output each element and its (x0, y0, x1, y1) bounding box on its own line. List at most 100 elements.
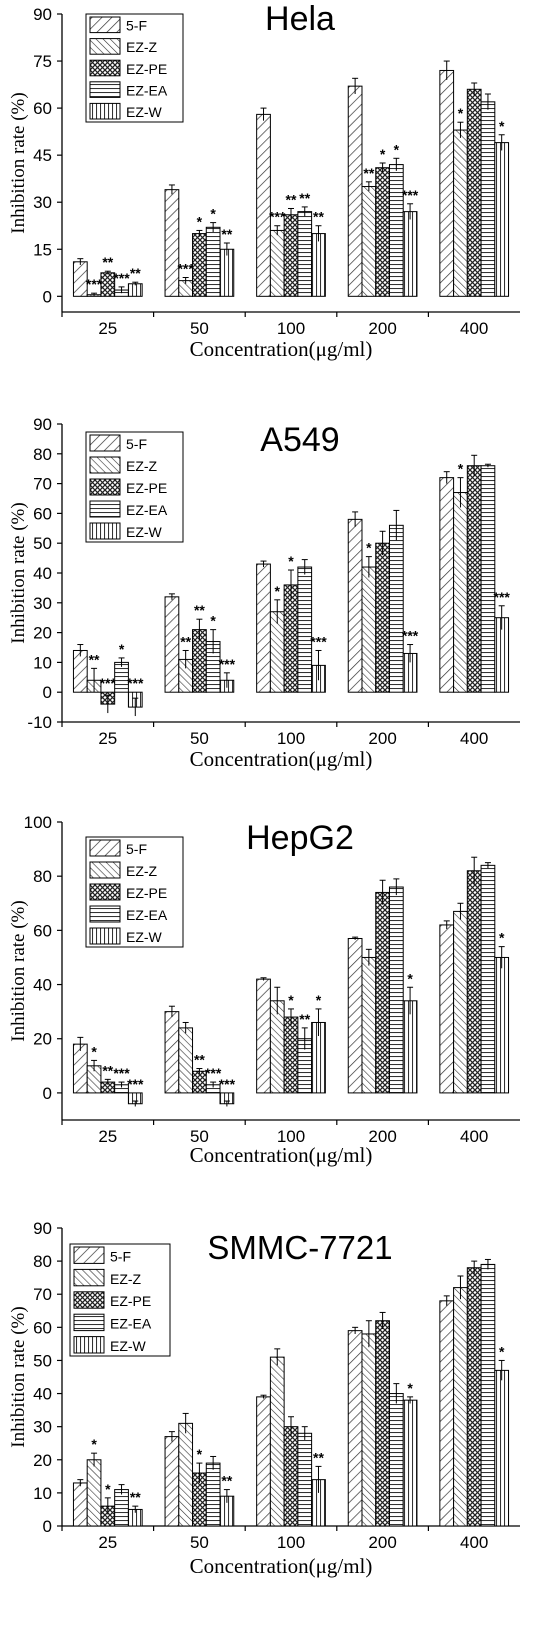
bar (283, 214, 299, 297)
bar (361, 1333, 377, 1527)
bar (480, 864, 496, 1094)
bar (375, 891, 390, 1094)
bar (164, 1011, 180, 1094)
bar (283, 1016, 299, 1094)
panel-hela: Hela Inhibition rate (%) Concentration(μ… (8, 0, 520, 361)
bar (439, 69, 455, 297)
y-tick-label: 30 (33, 594, 52, 613)
significance-mark: ** (194, 602, 205, 618)
y-axis-label: Inhibition rate (%) (8, 92, 29, 233)
bar (439, 1300, 455, 1527)
bar (311, 233, 326, 297)
significance-mark: * (458, 105, 464, 121)
legend-swatch (73, 1291, 105, 1309)
bar (164, 1436, 180, 1527)
significance-mark: * (499, 930, 505, 946)
significance-mark: ** (194, 1052, 205, 1068)
x-tick-label: 400 (460, 1533, 488, 1552)
bar (269, 1356, 285, 1527)
bar (72, 649, 88, 693)
x-tick-label: 50 (190, 319, 209, 338)
bar (480, 1263, 496, 1527)
legend-swatch (89, 102, 121, 120)
bar (361, 956, 377, 1094)
x-tick-label: 50 (190, 1127, 209, 1146)
significance-mark: * (197, 213, 203, 229)
significance-mark: * (288, 553, 294, 569)
bar (283, 584, 299, 693)
significance-mark: * (91, 1436, 97, 1452)
bar (269, 611, 285, 693)
legend-swatch (89, 38, 121, 55)
y-tick-label: 40 (33, 1385, 52, 1404)
bar (402, 211, 418, 297)
significance-mark: *** (269, 209, 286, 225)
panel-a549: A549 Inhibition rate (%) Concentration(μ… (8, 415, 520, 771)
x-axis-label: Concentration(μg/ml) (190, 1143, 373, 1167)
bar (256, 1396, 271, 1527)
legend-label: EZ-PE (126, 61, 167, 77)
significance-mark: *** (177, 260, 194, 276)
bar (480, 465, 496, 693)
y-tick-label: 90 (33, 1219, 52, 1238)
y-axis-label: Inhibition rate (%) (8, 502, 29, 643)
y-tick-label: 60 (33, 921, 52, 940)
significance-mark: *** (127, 1076, 144, 1092)
y-tick-label: 60 (33, 504, 52, 523)
bar (192, 233, 207, 297)
bar (480, 101, 496, 297)
y-tick-label: 80 (33, 1252, 52, 1271)
legend-label: 5-F (126, 841, 147, 857)
legend-swatch (89, 478, 121, 496)
significance-mark: *** (402, 187, 419, 203)
x-tick-label: 400 (460, 319, 488, 338)
panel-title: A549 (260, 421, 339, 459)
bar (466, 88, 482, 297)
legend-label: EZ-W (126, 929, 163, 945)
legend-swatch (89, 500, 121, 518)
significance-mark: * (316, 992, 322, 1008)
y-tick-label: 60 (33, 99, 52, 118)
bar (297, 1432, 313, 1527)
legend-label: 5-F (126, 18, 147, 34)
y-tick-label: 70 (33, 475, 52, 494)
x-tick-label: 200 (368, 1533, 396, 1552)
legend-label: EZ-EA (126, 82, 168, 98)
legend-swatch (89, 861, 121, 879)
significance-mark: ** (221, 1473, 232, 1489)
bar (164, 189, 180, 297)
x-tick-label: 25 (98, 1127, 117, 1146)
significance-mark: *** (402, 628, 419, 644)
legend-swatch (73, 1336, 105, 1354)
significance-mark: ** (286, 191, 297, 207)
bar (347, 937, 363, 1094)
bar (178, 1422, 194, 1527)
y-tick-label: 90 (33, 5, 52, 24)
legend-swatch (73, 1246, 105, 1264)
legend-swatch (89, 927, 121, 945)
bar (114, 1489, 129, 1527)
panel-title: HepG2 (246, 819, 354, 857)
significance-mark: * (197, 1446, 203, 1462)
y-tick-label: 40 (33, 564, 52, 583)
legend-label: EZ-EA (126, 907, 168, 923)
panel-hepg2: HepG2 Inhibition rate (%) Concentration(… (8, 813, 520, 1167)
legend-label: EZ-Z (110, 1271, 142, 1287)
bar (256, 563, 271, 693)
bar (72, 1043, 88, 1094)
y-tick-label: 20 (33, 1030, 52, 1049)
panel-smmc-7721: SMMC-7721 Inhibition rate (%) Concentrat… (8, 1219, 520, 1578)
y-axis-label: Inhibition rate (%) (8, 900, 29, 1041)
bar (494, 1369, 510, 1527)
legend-label: EZ-PE (126, 480, 167, 496)
legend-swatch (89, 16, 121, 34)
y-tick-label: 0 (43, 1084, 52, 1103)
legend-label: EZ-Z (126, 39, 158, 55)
y-tick-label: 0 (43, 1517, 52, 1536)
bar (388, 886, 404, 1094)
x-tick-label: 25 (98, 729, 117, 748)
bar (297, 566, 313, 693)
bar (439, 924, 455, 1094)
significance-mark: *** (113, 1065, 130, 1081)
legend-swatch (89, 522, 121, 540)
